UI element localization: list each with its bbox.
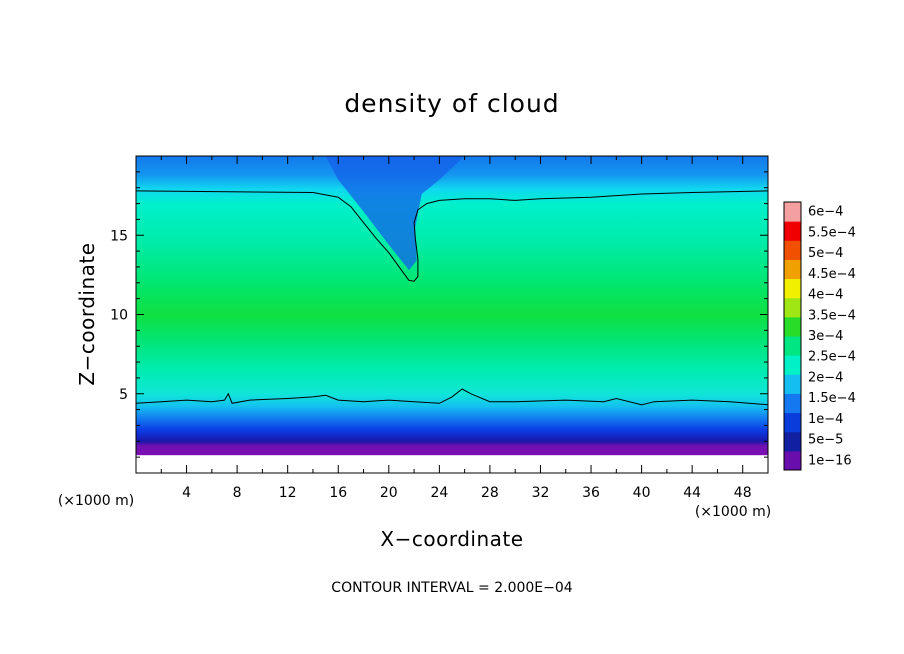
colorbar-label: 6e−4 xyxy=(808,205,843,220)
x-tick-label: 28 xyxy=(481,485,499,501)
colorbar-swatch xyxy=(784,259,801,280)
x-tick-label: 4 xyxy=(182,485,191,501)
x-tick-label: 24 xyxy=(430,485,448,501)
colorbar-label: 5.5e−4 xyxy=(808,225,856,240)
colorbar-label: 1e−16 xyxy=(808,453,852,468)
colorbar-label: 2.5e−4 xyxy=(808,350,856,365)
colorbar-label: 3.5e−4 xyxy=(808,308,856,323)
colorbar-label: 5e−4 xyxy=(808,246,843,261)
contour-line-lower xyxy=(136,388,768,406)
y-tick-label: 10 xyxy=(110,308,128,324)
colorbar-swatch xyxy=(784,221,801,241)
x-tick-label: 16 xyxy=(329,485,347,501)
colorbar-swatch xyxy=(784,374,801,394)
colorbar-label: 4.5e−4 xyxy=(808,267,856,282)
x-tick-label: 48 xyxy=(734,485,752,501)
colorbar: 1e−16 5e−5 1e−4 1.5e−4 2e−4 2.5e−4 3e−4 3.5e−4 4… xyxy=(783,201,856,471)
colorbar-swatch xyxy=(784,278,801,299)
colorbar-swatch xyxy=(784,297,801,318)
colorbar-label: 4e−4 xyxy=(808,288,843,303)
contour-interval-note: CONTOUR INTERVAL = 2.000E−04 xyxy=(331,580,572,596)
x-axis-ticks: 4 8 12 16 20 24 28 32 36 40 44 48 xyxy=(160,156,752,501)
x-tick-label: 40 xyxy=(633,485,651,501)
colorbar-swatch xyxy=(784,240,801,260)
colorbar-label: 1e−4 xyxy=(808,412,843,427)
x-tick-label: 8 xyxy=(233,485,242,501)
y-axis-ticks: 5 10 15 xyxy=(110,171,768,458)
x-unit-right: (×1000 m) xyxy=(695,504,771,520)
x-tick-label: 44 xyxy=(683,485,701,501)
y-axis-label: Z−coordinate xyxy=(75,242,99,385)
y-tick-label: 15 xyxy=(110,228,128,244)
x-tick-label: 32 xyxy=(532,485,550,501)
colorbar-frame xyxy=(783,201,802,471)
chart-title: density of cloud xyxy=(344,89,559,118)
colorbar-swatch xyxy=(784,355,801,375)
cloud-density-field xyxy=(136,156,768,473)
colorbar-swatch xyxy=(784,412,801,433)
plot-area xyxy=(136,156,768,473)
colorbar-swatch xyxy=(784,336,801,356)
colorbar-swatch xyxy=(784,316,801,337)
upper-low-density-region xyxy=(325,156,465,271)
colorbar-label: 5e−5 xyxy=(808,433,843,448)
x-axis-label: X−coordinate xyxy=(380,527,523,551)
colorbar-label: 2e−4 xyxy=(808,371,843,386)
colorbar-swatch xyxy=(784,450,801,471)
contour-line-upper xyxy=(136,190,768,282)
x-tick-label: 12 xyxy=(279,485,297,501)
x-tick-label: 20 xyxy=(380,485,398,501)
colorbar-swatch xyxy=(784,393,801,414)
colorbar-swatch xyxy=(784,202,801,222)
x-tick-label: 36 xyxy=(582,485,600,501)
y-tick-label: 5 xyxy=(119,387,128,403)
colorbar-label: 3e−4 xyxy=(808,329,843,344)
x-unit-left: (×1000 m) xyxy=(58,493,134,509)
colorbar-label: 1.5e−4 xyxy=(808,391,856,406)
colorbar-swatch xyxy=(784,431,801,452)
